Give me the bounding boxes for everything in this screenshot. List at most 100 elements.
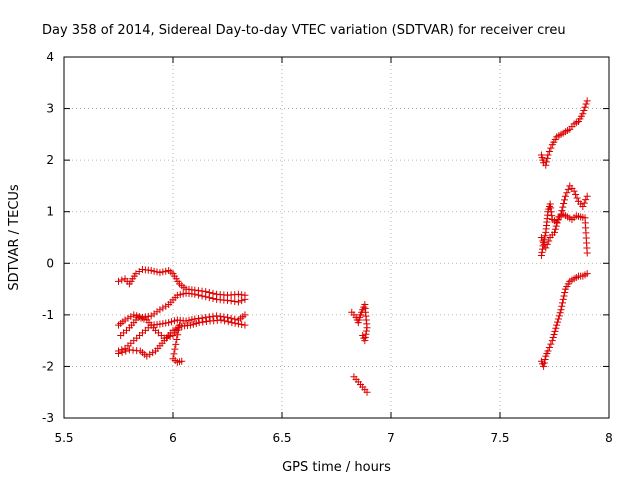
y-tick-label: 0 — [46, 256, 54, 270]
x-tick-label: 7 — [387, 431, 395, 445]
data-point — [547, 144, 555, 152]
series-arc-3 — [115, 311, 249, 355]
data-point — [543, 154, 551, 162]
data-point — [176, 321, 184, 329]
data-point — [362, 330, 370, 338]
data-point — [238, 291, 246, 299]
data-point — [547, 208, 555, 216]
series-arc-7 — [350, 373, 371, 396]
data-point — [234, 290, 242, 298]
data-point — [580, 199, 588, 207]
data-point — [156, 320, 164, 328]
data-point — [160, 334, 168, 342]
data-point — [115, 350, 122, 358]
data-point — [170, 317, 178, 325]
data-point — [185, 316, 193, 324]
data-point — [551, 225, 559, 233]
data-point — [213, 312, 221, 320]
data-point — [546, 200, 554, 208]
data-point — [202, 313, 210, 321]
data-point — [559, 295, 567, 303]
data-point — [186, 321, 194, 329]
data-point — [582, 196, 590, 204]
data-point — [563, 189, 571, 197]
data-point — [162, 319, 170, 327]
y-axis-ticks: -3 -2 -1 0 1 2 3 4 — [42, 50, 609, 425]
x-tick-label: 6.5 — [272, 431, 291, 445]
data-point — [558, 299, 566, 307]
data-point — [541, 232, 549, 240]
data-point — [130, 311, 138, 319]
data-point — [553, 321, 561, 329]
data-point — [557, 306, 565, 314]
x-tick-label: 6 — [169, 431, 177, 445]
series-arc-2 — [115, 289, 249, 329]
data-point — [224, 296, 231, 304]
data-point — [238, 321, 246, 329]
data-point — [209, 295, 217, 303]
data-point — [159, 268, 167, 276]
data-point — [554, 216, 562, 224]
data-point — [570, 187, 578, 195]
data-point — [550, 330, 558, 338]
data-point — [548, 337, 556, 345]
data-point — [209, 312, 217, 320]
data-point — [168, 318, 176, 326]
data-point — [198, 292, 206, 300]
y-tick-label: 4 — [46, 50, 54, 64]
y-axis-title: SDTVAR / TECUs — [7, 184, 22, 291]
data-point — [545, 344, 553, 352]
data-point — [583, 270, 591, 278]
data-point — [548, 212, 556, 220]
data-point — [537, 234, 545, 241]
data-point — [182, 317, 190, 325]
data-point — [539, 245, 547, 253]
data-point — [162, 267, 170, 275]
data-point — [231, 319, 239, 327]
data-point — [176, 291, 184, 299]
data-point — [227, 297, 235, 305]
data-point — [538, 248, 546, 256]
data-point — [581, 103, 589, 111]
x-tick-label: 5.5 — [54, 431, 73, 445]
x-axis-title: GPS time / hours — [282, 460, 391, 475]
data-point — [170, 350, 178, 358]
data-point — [198, 314, 206, 322]
data-point — [582, 100, 590, 108]
data-point — [143, 352, 151, 360]
data-point — [205, 294, 213, 302]
data-point — [221, 317, 229, 325]
data-point — [133, 312, 141, 320]
data-point — [165, 319, 173, 327]
data-point — [241, 321, 249, 329]
data-point — [224, 318, 232, 326]
y-tick-label: -3 — [42, 411, 54, 425]
data-point — [115, 277, 122, 285]
data-point — [163, 333, 171, 341]
data-point — [543, 240, 551, 248]
y-tick-label: 2 — [46, 153, 54, 167]
data-point — [241, 295, 249, 303]
data-point — [156, 269, 164, 277]
data-point — [537, 252, 545, 260]
data-point — [217, 316, 225, 324]
data-point — [556, 309, 564, 317]
data-point — [159, 320, 167, 328]
x-axis-ticks: 5.5 6 6.5 7 7.5 8 — [54, 57, 613, 445]
data-point — [166, 332, 174, 340]
data-point — [178, 357, 186, 365]
data-point — [202, 293, 210, 301]
data-point — [127, 313, 135, 321]
data-point — [554, 315, 562, 323]
data-point — [124, 314, 132, 322]
data-point — [560, 199, 568, 207]
data-point — [173, 336, 181, 344]
data-point — [202, 318, 210, 326]
x-tick-label: 8 — [605, 431, 613, 445]
data-point — [137, 314, 145, 322]
data-point — [540, 239, 548, 247]
data-point — [174, 331, 182, 339]
data-point — [121, 316, 129, 324]
data-point — [547, 204, 555, 212]
